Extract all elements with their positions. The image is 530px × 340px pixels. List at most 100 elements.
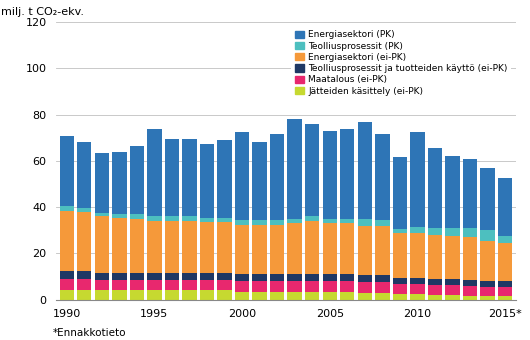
Bar [323, 292, 337, 300]
Bar [252, 224, 267, 274]
Bar [480, 287, 494, 296]
Bar [59, 206, 74, 211]
Bar [463, 296, 477, 300]
Bar [287, 119, 302, 219]
Bar [305, 217, 320, 221]
Bar [428, 228, 442, 235]
Bar [445, 236, 460, 279]
Bar [147, 290, 162, 300]
Bar [165, 280, 179, 290]
Bar [147, 273, 162, 280]
Bar [480, 281, 494, 287]
Bar [217, 273, 232, 280]
Bar [235, 292, 249, 300]
Bar [112, 290, 127, 300]
Bar [323, 219, 337, 223]
Bar [147, 280, 162, 290]
Bar [375, 283, 390, 293]
Bar [59, 279, 74, 290]
Bar [59, 136, 74, 206]
Bar [375, 134, 390, 220]
Bar [393, 229, 407, 233]
Bar [305, 221, 320, 274]
Bar [235, 281, 249, 292]
Bar [270, 292, 284, 300]
Bar [252, 292, 267, 300]
Bar [235, 224, 249, 274]
Bar [235, 220, 249, 224]
Bar [340, 274, 355, 281]
Bar [59, 211, 74, 271]
Bar [200, 218, 214, 222]
Bar [498, 243, 513, 281]
Bar [358, 219, 372, 226]
Bar [95, 273, 109, 280]
Bar [480, 230, 494, 241]
Bar [498, 178, 513, 236]
Bar [375, 275, 390, 283]
Bar [95, 290, 109, 300]
Bar [147, 221, 162, 273]
Bar [130, 290, 144, 300]
Bar [305, 274, 320, 281]
Bar [428, 295, 442, 300]
Bar [200, 290, 214, 300]
Bar [480, 296, 494, 300]
Legend: Energiasektori (PK), Teolliusprosessit (PK), Energiasektori (ei-PK), Teolliuspro: Energiasektori (PK), Teolliusprosessit (… [291, 27, 511, 99]
Bar [463, 228, 477, 237]
Bar [410, 294, 425, 300]
Bar [95, 217, 109, 273]
Bar [252, 142, 267, 220]
Bar [480, 241, 494, 281]
Bar [59, 271, 74, 279]
Bar [95, 153, 109, 213]
Bar [428, 279, 442, 285]
Bar [463, 159, 477, 228]
Bar [410, 284, 425, 294]
Bar [147, 129, 162, 217]
Bar [358, 293, 372, 300]
Bar [200, 143, 214, 218]
Bar [77, 212, 92, 271]
Bar [130, 214, 144, 219]
Bar [182, 280, 197, 290]
Bar [393, 284, 407, 294]
Bar [358, 122, 372, 219]
Bar [130, 219, 144, 273]
Bar [200, 222, 214, 273]
Bar [182, 139, 197, 217]
Bar [410, 278, 425, 284]
Bar [375, 293, 390, 300]
Bar [393, 294, 407, 300]
Bar [410, 233, 425, 278]
Bar [340, 129, 355, 219]
Bar [130, 273, 144, 280]
Bar [217, 290, 232, 300]
Bar [463, 280, 477, 286]
Bar [77, 142, 92, 208]
Bar [147, 217, 162, 221]
Bar [182, 273, 197, 280]
Bar [410, 132, 425, 227]
Bar [323, 223, 337, 274]
Bar [393, 233, 407, 278]
Bar [77, 208, 92, 212]
Bar [165, 139, 179, 217]
Bar [305, 124, 320, 217]
Bar [340, 292, 355, 300]
Bar [287, 223, 302, 274]
Bar [165, 217, 179, 221]
Bar [498, 296, 513, 300]
Bar [182, 221, 197, 273]
Bar [217, 222, 232, 273]
Bar [200, 280, 214, 290]
Bar [410, 227, 425, 233]
Bar [217, 140, 232, 218]
Bar [270, 220, 284, 224]
Bar [235, 274, 249, 281]
Bar [445, 156, 460, 228]
Bar [182, 217, 197, 221]
Bar [445, 228, 460, 236]
Bar [287, 274, 302, 281]
Bar [77, 271, 92, 279]
